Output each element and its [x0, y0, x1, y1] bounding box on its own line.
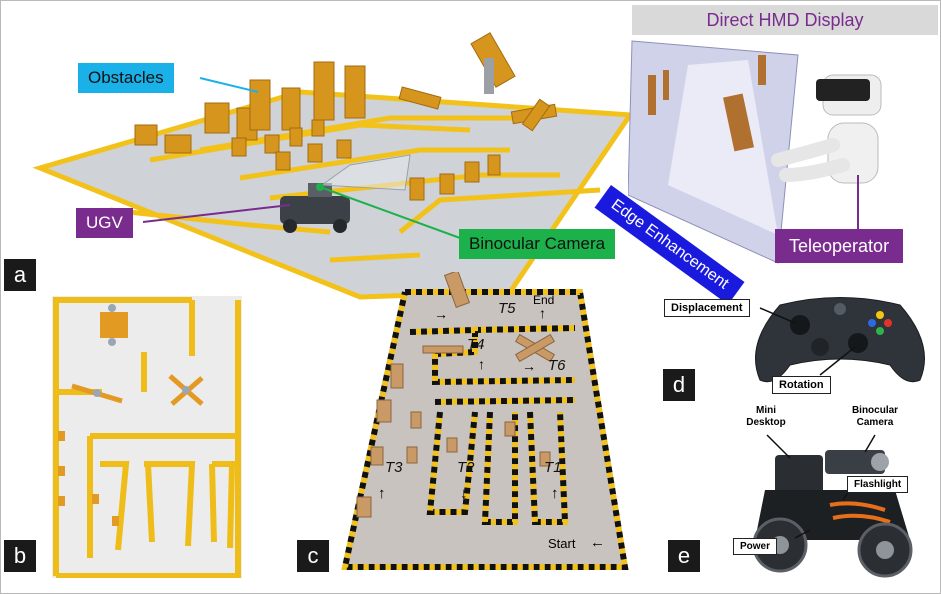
binocular-camera-unit: [825, 450, 885, 474]
task-t3: T3: [385, 459, 403, 476]
hmd-obstacles: [648, 55, 766, 152]
camera-point: [316, 183, 324, 191]
ugv-photo: [752, 434, 913, 578]
ugv-leader: [142, 204, 291, 223]
t5-arrow: →: [434, 306, 448, 322]
photo-wood-blocks: [356, 272, 556, 518]
task-t5: T5: [498, 300, 516, 317]
camera-frustum: [320, 154, 411, 191]
task-t1: T1: [544, 459, 562, 476]
map-pivot: [108, 304, 116, 312]
rotation-label: Rotation: [772, 376, 831, 394]
mini-desktop-label: Mini Desktop: [746, 405, 786, 428]
ugv-label: UGV: [76, 208, 133, 238]
displacement-label: Displacement: [664, 299, 750, 317]
left-stick: [790, 315, 810, 335]
obstacles-label: Obstacles: [78, 63, 174, 93]
map-pivot: [108, 338, 116, 346]
gamepad: [755, 297, 925, 383]
power-label: Power: [733, 538, 778, 555]
hmd-view: [628, 40, 882, 264]
map-obstacles: [58, 312, 128, 526]
task-t6: T6: [548, 357, 566, 374]
t3-arrow: ↑: [378, 485, 386, 502]
panel-e-letter: e: [668, 540, 700, 572]
camera-leader: [319, 186, 461, 239]
start-arrow: ←: [590, 534, 605, 551]
obstacle-blocks: [134, 32, 558, 201]
mini-desktop: [775, 455, 823, 495]
task-t2: T2: [457, 459, 475, 476]
hazard-tape: [341, 289, 629, 570]
teleoperator-label: Teleoperator: [775, 229, 904, 263]
panel-c-letter: c: [297, 540, 329, 572]
displacement-leader: [759, 307, 796, 324]
flashlight-label: Flashlight: [847, 476, 909, 493]
t6-arrow: →: [522, 358, 536, 374]
map-walls: [53, 297, 241, 578]
photo-floor: [345, 292, 625, 567]
start-label: Start: [548, 536, 576, 551]
panel-d-letter: d: [663, 369, 695, 401]
t1-arrow: ↑: [551, 485, 559, 502]
map-pivot: [182, 386, 190, 394]
panel-b-map: [52, 296, 242, 578]
obstacles-leader: [199, 77, 259, 93]
binocular-camera-e-label: Binocular Camera: [851, 405, 899, 428]
rotation-leader: [819, 346, 856, 376]
panel-a-letter: a: [4, 259, 36, 291]
map-pivot: [93, 389, 101, 397]
binocular-camera-label: Binocular Camera: [459, 229, 616, 259]
hmd-display-header: Direct HMD Display: [632, 5, 938, 35]
task-t4: T4: [467, 336, 485, 353]
t2-arrow: ↓: [460, 485, 468, 502]
gate-post: [484, 58, 494, 94]
panel-b-letter: b: [4, 540, 36, 572]
panel-c-photo: [341, 272, 629, 570]
t4-arrow: ↑: [478, 356, 485, 372]
end-arrow: ↑: [539, 305, 546, 321]
dpad: [811, 338, 829, 356]
teleoperator-figure: [771, 74, 882, 230]
end-label: End: [533, 293, 555, 307]
